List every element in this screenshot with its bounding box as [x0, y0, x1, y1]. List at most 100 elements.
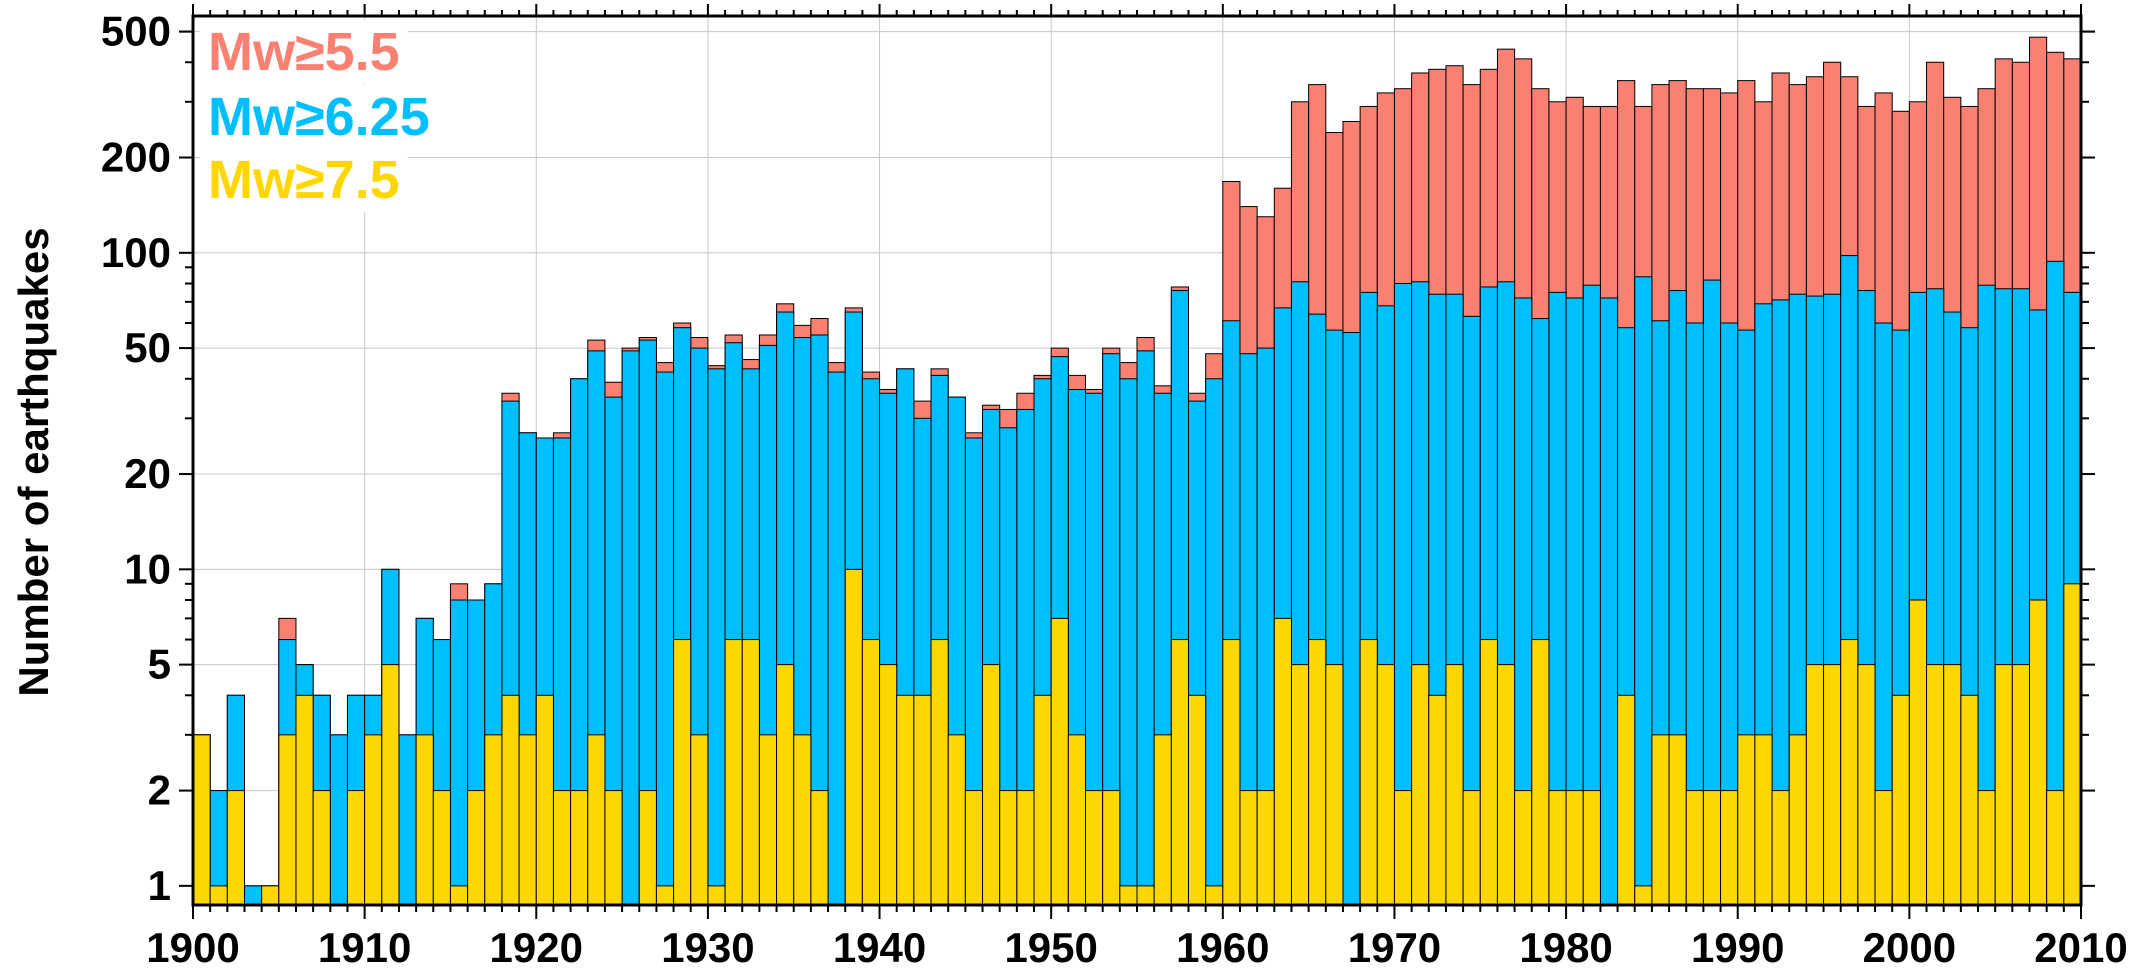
x-tick-label: 1990: [1691, 924, 1784, 971]
x-tick-label: 1920: [490, 924, 583, 971]
bar: [1170, 639, 1189, 906]
y-axis-label: Number of earthquakes: [10, 227, 57, 696]
bar: [604, 790, 623, 906]
bar: [312, 790, 331, 906]
bar: [1617, 694, 1636, 906]
bar: [673, 639, 692, 906]
bar: [861, 639, 881, 906]
bar: [346, 790, 366, 906]
bar: [1805, 664, 1825, 906]
bar: [1205, 885, 1224, 906]
bar: [1771, 790, 1790, 906]
bar: [1136, 885, 1155, 906]
bar: [432, 790, 451, 906]
bar: [896, 694, 915, 906]
bar: [449, 885, 469, 906]
y-tick-label: 2: [148, 767, 171, 814]
y-tick-label: 10: [124, 545, 171, 592]
bar: [1720, 790, 1739, 906]
bar: [741, 639, 760, 906]
bar: [1119, 885, 1138, 906]
bar: [1205, 378, 1224, 906]
bar: [2011, 664, 2031, 906]
bar: [1496, 664, 1516, 906]
bar: [209, 885, 228, 906]
bar: [1136, 350, 1155, 906]
bar: [1891, 694, 1910, 906]
bar: [1874, 790, 1893, 906]
legend-entry: Mw≥7.5: [208, 150, 400, 210]
bar: [1685, 790, 1704, 906]
bar: [1943, 664, 1962, 906]
bar: [1668, 734, 1687, 906]
bar: [1273, 617, 1292, 906]
bar: [844, 568, 863, 906]
bar: [776, 664, 795, 906]
bar: [381, 664, 400, 906]
bar: [449, 599, 469, 906]
bar: [570, 790, 589, 906]
bar: [827, 371, 846, 906]
bar: [1977, 790, 1996, 906]
bar: [278, 734, 297, 906]
x-tick-label: 2010: [2034, 924, 2127, 971]
bar: [964, 790, 984, 906]
bar: [2046, 790, 2065, 906]
axes-frame: [179, 4, 2095, 919]
bar: [707, 368, 726, 906]
x-tick-label: 1970: [1348, 924, 1441, 971]
bar: [913, 694, 932, 906]
bar: [655, 371, 675, 906]
x-tick-label: 1900: [146, 924, 239, 971]
bar: [364, 734, 383, 906]
bar: [295, 694, 314, 906]
bar: [1582, 790, 1601, 906]
bar: [1119, 378, 1138, 906]
y-tick-label: 50: [124, 324, 171, 371]
bar: [1857, 664, 1876, 906]
bar: [1462, 790, 1481, 906]
bar: [879, 664, 898, 906]
bar: [552, 790, 572, 906]
bar: [226, 790, 245, 906]
series-3-bars: [192, 568, 2082, 906]
bar: [1445, 664, 1464, 906]
bar: [1290, 664, 1310, 906]
bar: [1411, 664, 1430, 906]
bar: [638, 790, 657, 906]
bar: [1428, 694, 1447, 906]
bar: [930, 639, 949, 906]
x-tick-label: 1950: [1004, 924, 1097, 971]
bar: [1994, 664, 2013, 906]
bar: [1702, 790, 1722, 906]
bar: [1479, 639, 1498, 906]
bar: [1187, 694, 1207, 906]
bar: [587, 734, 606, 906]
bar: [1548, 790, 1567, 906]
y-tick-label: 200: [101, 134, 171, 181]
bar: [467, 790, 486, 906]
x-tick-label: 1910: [318, 924, 411, 971]
bar: [2029, 599, 2048, 906]
bar: [724, 639, 743, 906]
bar: [1565, 790, 1584, 906]
y-tick-label: 5: [148, 641, 171, 688]
bar: [1960, 694, 1979, 906]
bar: [690, 734, 709, 906]
bar: [999, 790, 1018, 906]
bar: [947, 734, 966, 906]
legend-entry: Mw≥5.5: [208, 22, 400, 82]
x-tick-label: 1930: [661, 924, 754, 971]
bar: [810, 790, 829, 906]
bar: [1239, 790, 1258, 906]
bar: [1342, 332, 1361, 906]
bar: [1359, 639, 1378, 906]
y-tick-label: 500: [101, 8, 171, 55]
bar: [1634, 885, 1653, 906]
bar: [518, 734, 537, 906]
bar: [484, 734, 503, 906]
bar: [1325, 664, 1344, 906]
bar: [1085, 790, 1104, 906]
